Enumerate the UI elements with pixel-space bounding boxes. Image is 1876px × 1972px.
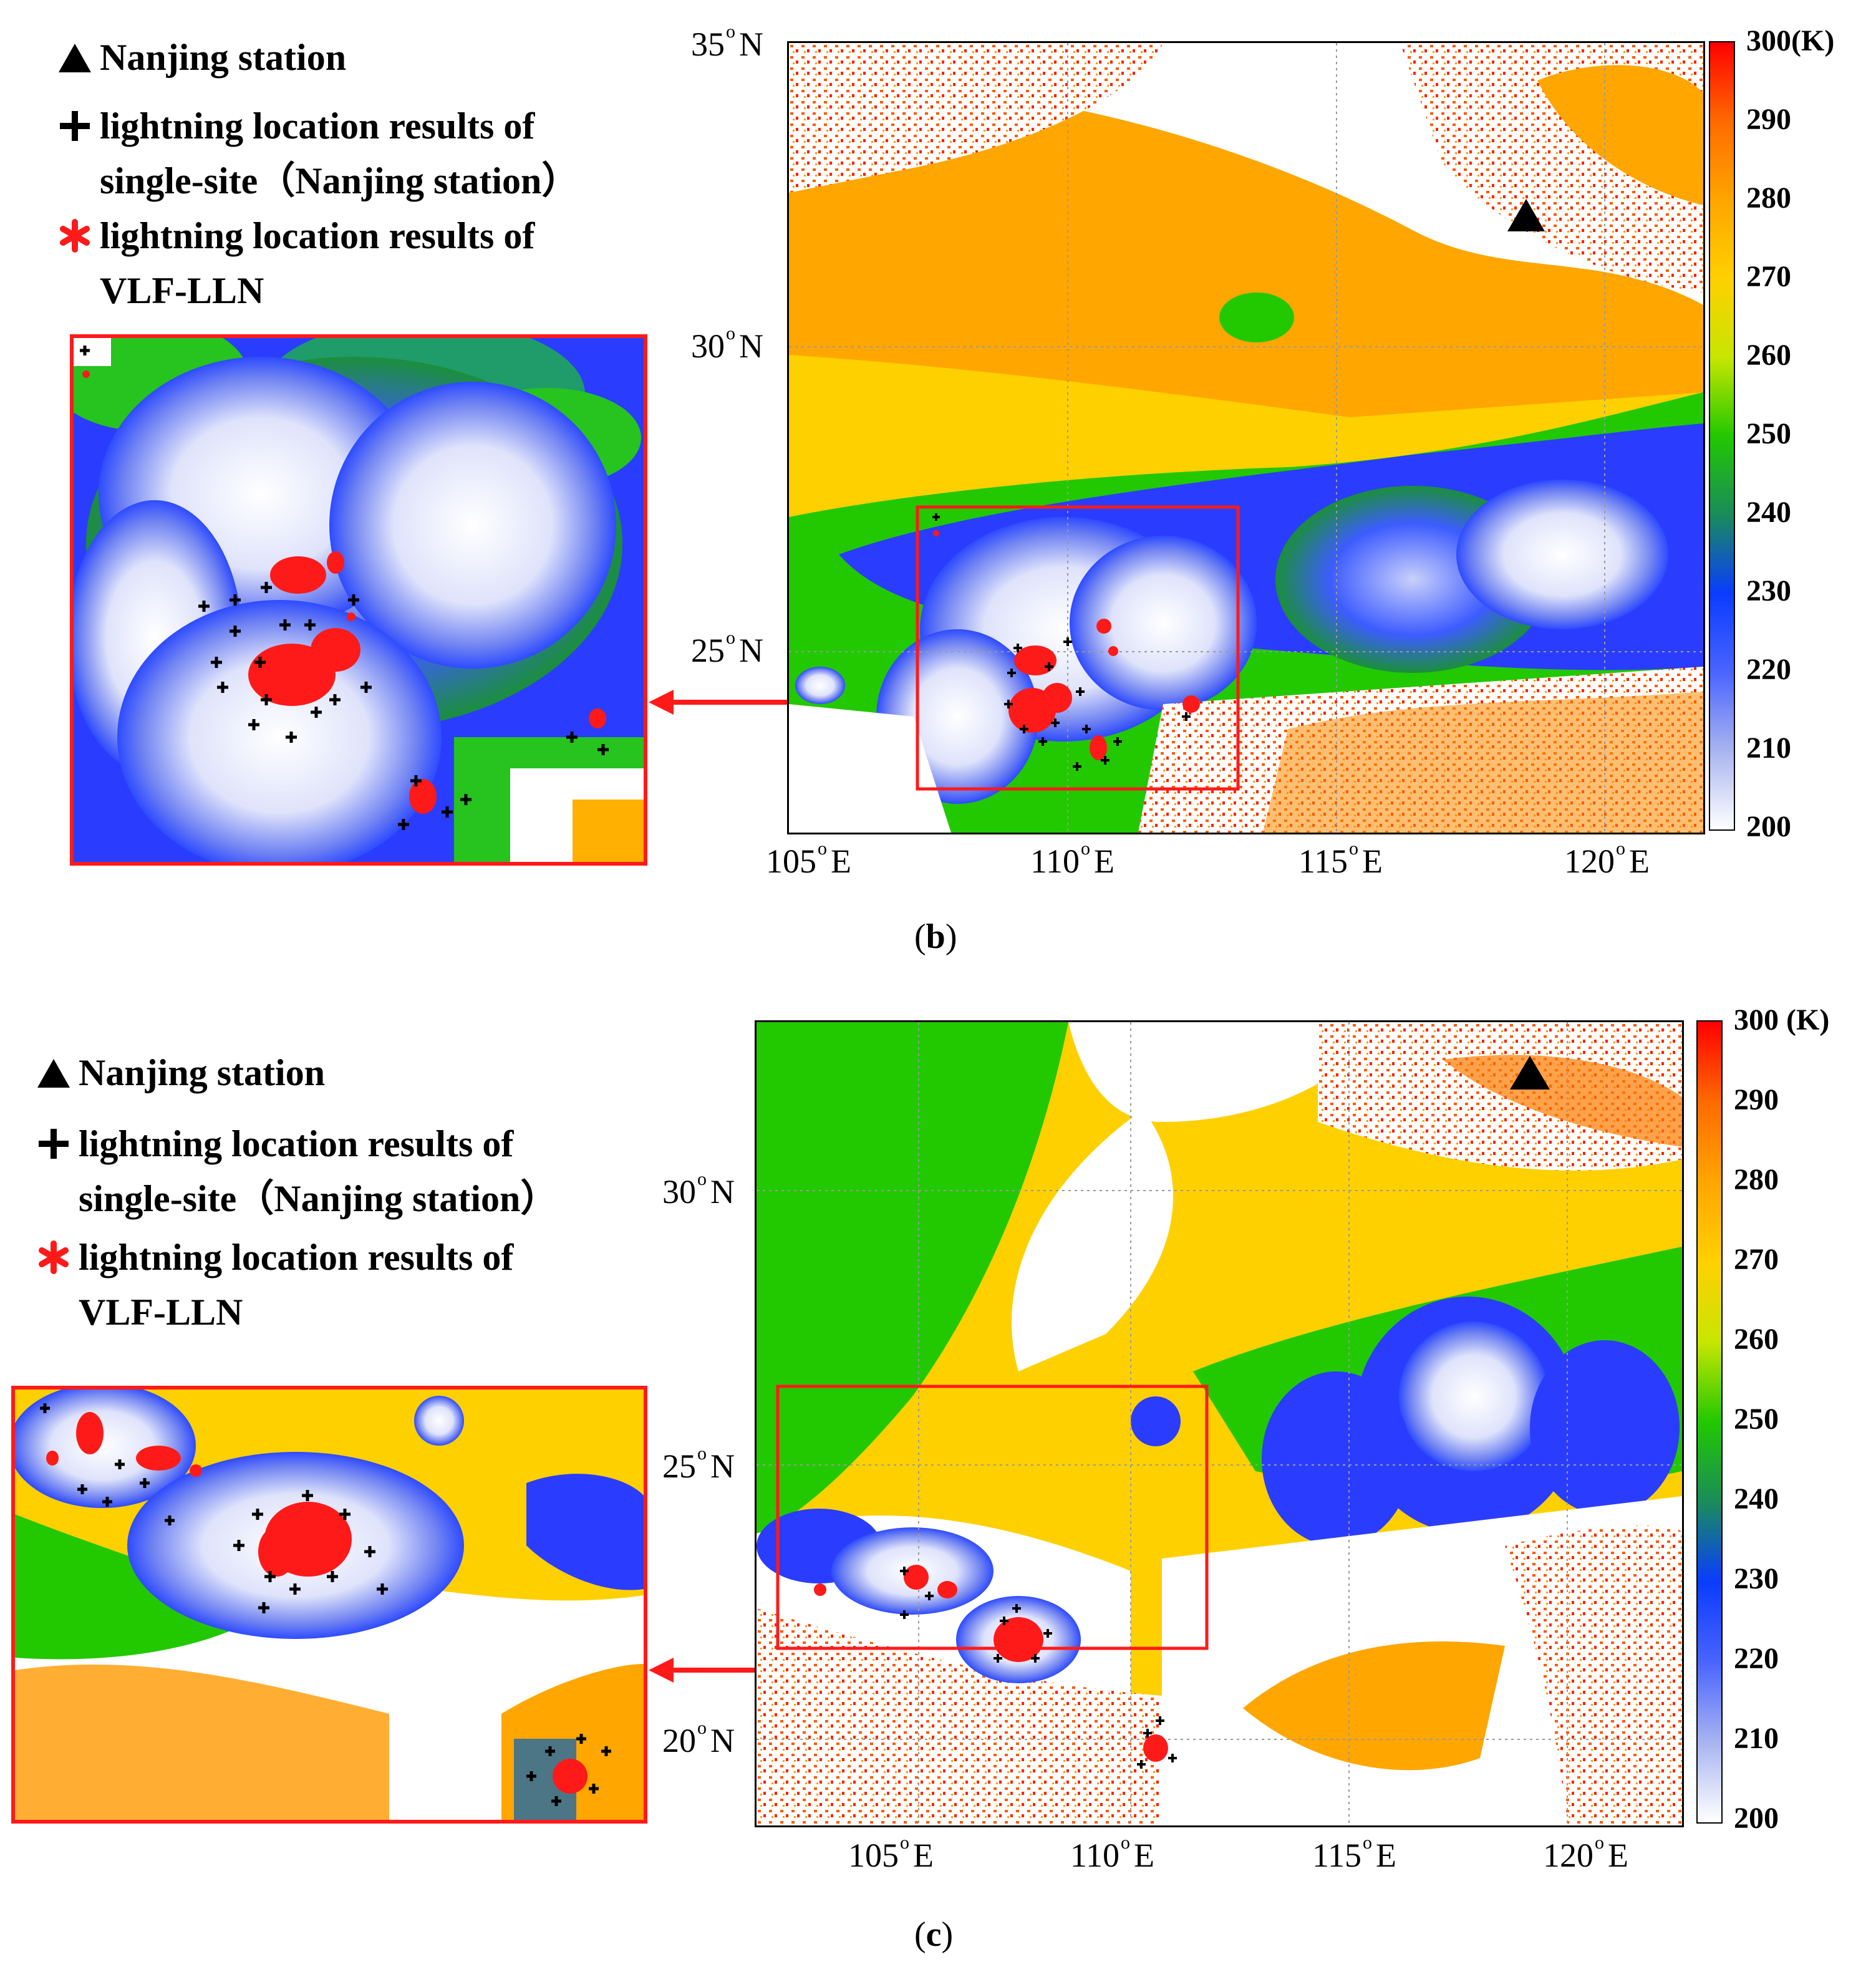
lon-label-c-2: 115o E <box>1312 1832 1396 1874</box>
colorbar-b-unit: (K) <box>1791 24 1835 57</box>
lon-label-b-1: 110o E <box>1030 838 1114 880</box>
colorbar-c-tick-9: 210 <box>1734 1722 1779 1755</box>
lon-label-b-2: 115o E <box>1298 838 1383 880</box>
legend-vlf-c: lightning location results of VLF-LLN <box>29 1230 513 1340</box>
colorbar-b <box>1709 41 1735 831</box>
colorbar-b-tick-7: 230 <box>1746 574 1791 607</box>
lon-label-c-0: 105o E <box>848 1832 934 1874</box>
colorbar-c-tick-3: 270 <box>1734 1243 1779 1276</box>
colorbar-c-tick-8: 220 <box>1734 1642 1779 1675</box>
lon-label-b-3: 120o E <box>1564 838 1650 880</box>
main-map-c <box>755 1020 1684 1827</box>
asterisk-icon <box>50 208 100 263</box>
lat-label-c-1: 25o N <box>662 1443 735 1485</box>
legend-station-label: Nanjing station <box>79 1052 326 1093</box>
colorbar-b-tick-6: 240 <box>1746 496 1791 529</box>
colorbar-b-tick-3: 270 <box>1746 260 1791 293</box>
nanjing-station-marker <box>1510 1056 1550 1090</box>
legend-vlf-line2: VLF-LLN <box>100 270 264 311</box>
inset-map-b <box>70 334 647 866</box>
colorbar-b-tick-10: 200 <box>1746 810 1791 843</box>
colorbar-c-tick-10: 200 <box>1734 1802 1779 1835</box>
lon-label-c-1: 110o E <box>1070 1832 1154 1874</box>
legend-single-site-line1: lightning location results of <box>79 1123 514 1164</box>
colorbar-b-tick-9: 210 <box>1746 732 1791 765</box>
colorbar-c-tick-1: 290 <box>1734 1083 1779 1116</box>
legend-vlf-line2: VLF-LLN <box>79 1292 243 1333</box>
inset-map-c <box>11 1386 647 1824</box>
colorbar-c <box>1696 1020 1723 1824</box>
triangle-icon <box>29 1045 79 1100</box>
colorbar-c-tick-7: 230 <box>1734 1562 1779 1595</box>
inset-region-box-b <box>916 505 1240 791</box>
lon-label-c-3: 120o E <box>1543 1832 1628 1874</box>
legend-single-site-line1: lightning location results of <box>100 105 535 147</box>
inset-region-box-c <box>776 1385 1209 1650</box>
lat-label-c-2: 20o N <box>662 1718 735 1759</box>
inset-arrow-c <box>649 1658 798 1683</box>
colorbar-b-tick-0: 300(K) <box>1746 24 1835 57</box>
panel-label-c: (c) <box>914 1915 954 1954</box>
lat-label-b-1: 30o N <box>691 323 763 365</box>
legend-single-site-line2: single-site（Nanjing station） <box>79 1178 558 1219</box>
colorbar-c-tick-5: 250 <box>1734 1403 1779 1436</box>
colorbar-c-unit: (K) <box>1786 1003 1830 1037</box>
legend-station-b: Nanjing station <box>50 30 346 85</box>
legend-single-site-line2: single-site（Nanjing station） <box>100 160 579 201</box>
colorbar-b-tick-1: 290 <box>1746 103 1791 136</box>
colorbar-c-tick-4: 260 <box>1734 1323 1779 1356</box>
colorbar-b-tick-2: 280 <box>1746 181 1791 215</box>
lat-label-b-0: 35o N <box>691 21 763 63</box>
colorbar-b-tick-5: 250 <box>1746 417 1791 450</box>
legend-vlf-b: lightning location results of VLF-LLN <box>50 208 534 318</box>
colorbar-c-tick-2: 280 <box>1734 1163 1779 1196</box>
colorbar-b-tick-8: 220 <box>1746 653 1791 686</box>
lat-label-b-2: 25o N <box>691 627 763 669</box>
asterisk-icon <box>29 1230 79 1285</box>
lat-label-c-0: 30o N <box>662 1169 735 1211</box>
legend-station-c: Nanjing station <box>29 1045 325 1100</box>
legend-vlf-line1: lightning location results of <box>100 215 535 256</box>
plus-icon <box>50 99 100 153</box>
plus-icon <box>29 1116 79 1171</box>
main-map-b <box>787 41 1705 834</box>
lon-label-b-0: 105o E <box>766 838 851 880</box>
nanjing-station-marker <box>1507 199 1545 231</box>
legend-single-site-b: lightning location results of single-sit… <box>50 99 579 208</box>
legend-single-site-c: lightning location results of single-sit… <box>29 1116 558 1226</box>
colorbar-b-tick-4: 260 <box>1746 339 1791 372</box>
legend-station-label: Nanjing station <box>100 37 347 78</box>
colorbar-c-tick-0: 300 (K) <box>1734 1003 1830 1037</box>
panel-label-b: (b) <box>914 917 957 956</box>
triangle-icon <box>50 30 100 85</box>
colorbar-c-tick-6: 240 <box>1734 1482 1779 1515</box>
legend-vlf-line1: lightning location results of <box>79 1237 514 1278</box>
